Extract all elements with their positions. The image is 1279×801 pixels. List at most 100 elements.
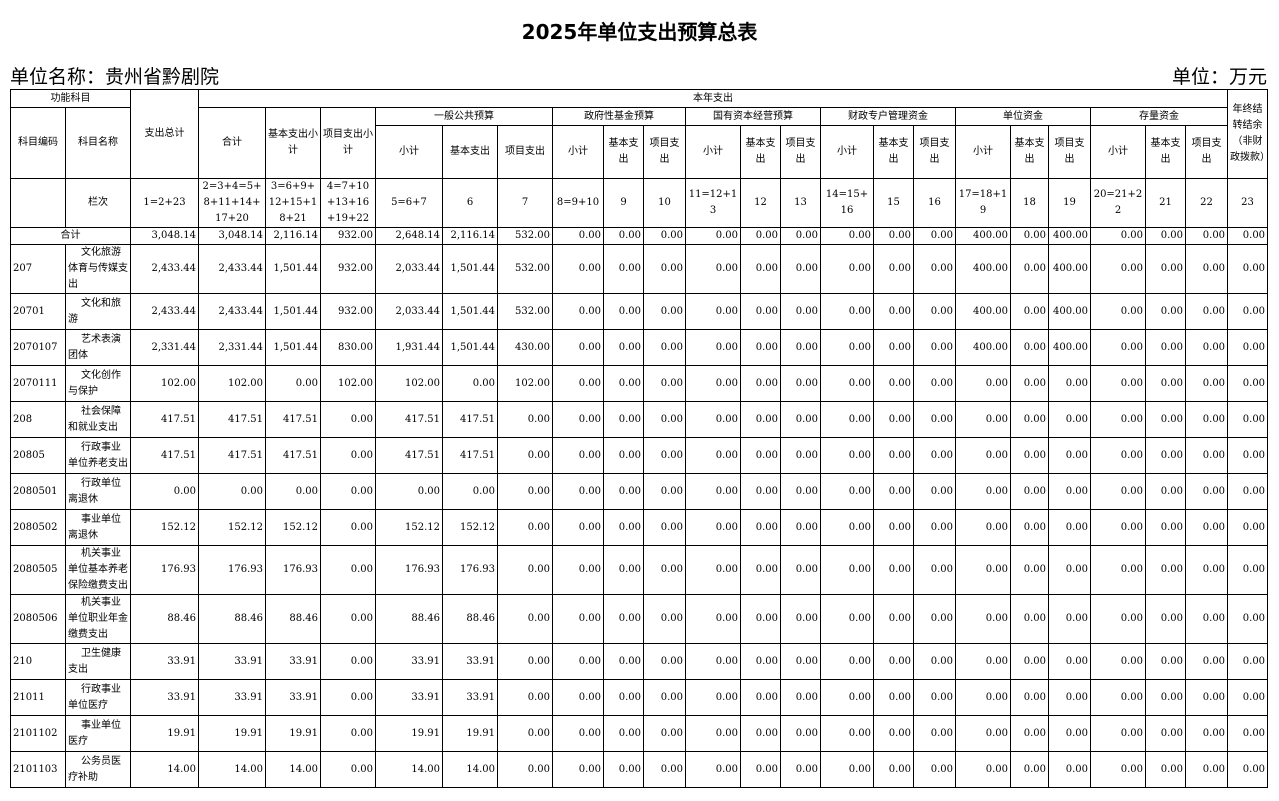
- table-row: 20701 文化和旅游 2,433.44 2,433.44 1,501.44 932.00…: [10, 293, 1269, 330]
- row-value: 0.00: [1048, 594, 1091, 644]
- row-value: 0.00: [1010, 545, 1049, 595]
- total-value: 0.00: [603, 227, 644, 245]
- row-value: 0.00: [1090, 643, 1146, 680]
- row-value: 33.91: [375, 643, 443, 680]
- row-value: 0.00: [685, 473, 741, 510]
- row-value: 14.00: [442, 751, 498, 788]
- row-value: 0.00: [740, 329, 781, 366]
- row-value: 0.00: [1010, 594, 1049, 644]
- row-code: 20805: [10, 437, 66, 474]
- row-value: 0.00: [685, 509, 741, 546]
- total-value: 0.00: [1184, 227, 1229, 245]
- row-value: 0.00: [603, 401, 644, 438]
- row-value: 0.00: [497, 545, 553, 595]
- row-value: 0.00: [1227, 679, 1269, 716]
- row-value: 0.00: [913, 751, 956, 788]
- row-code: 207: [10, 244, 66, 294]
- row-value: 0.00: [873, 437, 914, 474]
- header-cell: 小计: [375, 125, 443, 179]
- row-value: 0.00: [873, 473, 914, 510]
- row-value: 0.00: [820, 293, 874, 330]
- row-value: 0.00: [1145, 293, 1186, 330]
- row-value: 0.00: [1145, 329, 1186, 366]
- row-value: 0.00: [913, 545, 956, 595]
- row-name: 事业单位医疗: [65, 715, 131, 752]
- row-value: 0.00: [643, 244, 686, 294]
- header-cell: 2=3+4=5+8+11+14+17+20: [198, 178, 266, 228]
- row-name: 机关事业单位基本养老保险缴费支出: [65, 545, 131, 595]
- row-value: 0.00: [913, 679, 956, 716]
- header-cell: 年终结转结余（非财政拨款）: [1227, 89, 1269, 179]
- row-value: 0.00: [1090, 715, 1146, 752]
- row-value: 0.00: [873, 643, 914, 680]
- header-cell: 项目支出: [1184, 125, 1229, 179]
- row-value: 0.00: [320, 509, 376, 546]
- row-value: 2,331.44: [198, 329, 266, 366]
- total-value: 0.00: [820, 227, 874, 245]
- row-value: 0.00: [955, 365, 1011, 402]
- table-row: 208 社会保障和就业支出 417.51 417.51 417.51 0.00 417.51…: [10, 401, 1269, 438]
- header-cell: 基本支出: [740, 125, 781, 179]
- header-cell: 小计: [552, 125, 604, 179]
- row-value: 33.91: [130, 643, 199, 680]
- row-value: 88.46: [375, 594, 443, 644]
- total-value: 0.00: [740, 227, 781, 245]
- row-value: 0.00: [1227, 437, 1269, 474]
- row-value: 1,501.44: [265, 244, 321, 294]
- row-value: 0.00: [1090, 679, 1146, 716]
- header-cell: 12: [740, 178, 781, 228]
- row-value: 0.00: [1227, 244, 1269, 294]
- row-value: 0.00: [1010, 293, 1049, 330]
- total-value: 3,048.14: [198, 227, 266, 245]
- row-value: 0.00: [497, 437, 553, 474]
- row-value: 417.51: [198, 437, 266, 474]
- row-value: 0.00: [1010, 437, 1049, 474]
- header-cell: 基本支出: [873, 125, 914, 179]
- row-value: 0.00: [643, 473, 686, 510]
- row-value: 0.00: [740, 365, 781, 402]
- row-value: 0.00: [685, 751, 741, 788]
- total-value: 0.00: [1090, 227, 1146, 245]
- header-cell: 5=6+7: [375, 178, 443, 228]
- row-value: 400.00: [955, 244, 1011, 294]
- row-value: 0.00: [873, 365, 914, 402]
- row-value: 0.00: [1010, 401, 1049, 438]
- row-value: 830.00: [320, 329, 376, 366]
- row-value: 0.00: [497, 643, 553, 680]
- header-cell: 4=7+10+13+16+19+22: [320, 178, 376, 228]
- total-value: 2,648.14: [375, 227, 443, 245]
- row-value: 532.00: [497, 244, 553, 294]
- row-value: 0.00: [820, 594, 874, 644]
- row-value: 176.93: [375, 545, 443, 595]
- row-value: 0.00: [873, 715, 914, 752]
- header-cell: 基本支出: [442, 125, 498, 179]
- table-row: 2101103 公务员医疗补助 14.00 14.00 14.00 0.00 14.00 14…: [10, 751, 1269, 788]
- row-value: 0.00: [820, 509, 874, 546]
- header-cell: 19: [1048, 178, 1091, 228]
- row-value: 2,033.44: [375, 244, 443, 294]
- row-value: 0.00: [552, 473, 604, 510]
- row-name: 行政单位离退休: [65, 473, 131, 510]
- row-value: 0.00: [955, 401, 1011, 438]
- row-value: 0.00: [955, 643, 1011, 680]
- row-value: 0.00: [320, 751, 376, 788]
- row-value: 0.00: [1184, 594, 1229, 644]
- row-value: 19.91: [265, 715, 321, 752]
- row-value: 0.00: [820, 329, 874, 366]
- row-value: 0.00: [643, 509, 686, 546]
- row-value: 0.00: [780, 244, 821, 294]
- row-value: 0.00: [643, 751, 686, 788]
- row-value: 0.00: [780, 594, 821, 644]
- row-name: 事业单位离退休: [65, 509, 131, 546]
- row-value: 33.91: [198, 643, 266, 680]
- row-value: 0.00: [740, 715, 781, 752]
- header-cell: 小计: [820, 125, 874, 179]
- header-cell: 17=18+19: [955, 178, 1011, 228]
- row-value: 400.00: [1048, 329, 1091, 366]
- row-value: 0.00: [780, 329, 821, 366]
- row-value: 0.00: [603, 643, 644, 680]
- row-value: 0.00: [320, 594, 376, 644]
- total-value: 400.00: [1048, 227, 1091, 245]
- row-value: 0.00: [913, 643, 956, 680]
- row-value: 0.00: [1048, 437, 1091, 474]
